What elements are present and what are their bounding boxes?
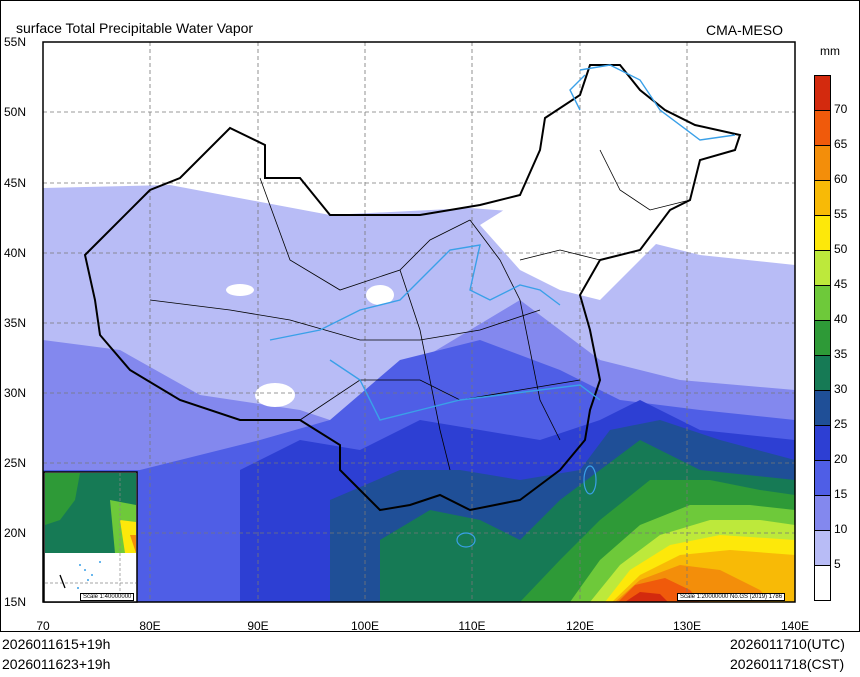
- lat-label: 40N: [4, 246, 27, 260]
- map-scale-label: Scale 1:20000000 No.GS (2019) 1786: [677, 593, 786, 601]
- colorbar-tick-label: 5: [834, 557, 841, 571]
- colorbar-tick-label: 10: [834, 522, 848, 536]
- lat-label: 15N: [4, 595, 27, 609]
- init-time-utc: 2026011615+19h: [2, 636, 111, 652]
- colorbar-tick-label: 35: [834, 347, 848, 361]
- valid-time-cst: 2026011718(CST): [730, 656, 845, 672]
- colorbar-tick-label: 50: [834, 242, 848, 256]
- colorbar-segment: [814, 145, 831, 181]
- colorbar-segment: [814, 460, 831, 496]
- colorbar-segment: [814, 250, 831, 286]
- lon-label: 140E: [780, 619, 810, 633]
- colorbar-tick-label: 70: [834, 102, 848, 116]
- init-time-cst: 2026011623+19h: [2, 656, 111, 672]
- colorbar-segment: [814, 75, 831, 111]
- colorbar-segment: [814, 390, 831, 426]
- lon-label: 100E: [350, 619, 380, 633]
- colorbar-segment: [814, 425, 831, 461]
- colorbar-segment: [814, 215, 831, 251]
- colorbar-tick-label: 25: [834, 417, 848, 431]
- colorbar-segment: [814, 110, 831, 146]
- lon-label: 130E: [672, 619, 702, 633]
- colorbar-segment: [814, 530, 831, 566]
- colorbar-segment: [814, 285, 831, 321]
- colorbar-segment: [814, 320, 831, 356]
- colorbar-tick-label: 40: [834, 312, 848, 326]
- valid-time-utc: 2026011710(UTC): [730, 636, 845, 652]
- lat-label: 50N: [4, 105, 27, 119]
- colorbar-tick-label: 60: [834, 172, 848, 186]
- colorbar-tick-label: 65: [834, 137, 848, 151]
- organization-label: CMA-MESO: [706, 22, 783, 38]
- lon-label: 80E: [139, 619, 161, 633]
- lon-label: 120E: [565, 619, 595, 633]
- colorbar-segment: [814, 180, 831, 216]
- inset-scale-label: Scale 1:40000000: [80, 593, 135, 601]
- lat-label: 25N: [4, 456, 27, 470]
- lat-label: 35N: [4, 316, 27, 330]
- lat-label: 20N: [4, 526, 27, 540]
- colorbar-tick-label: 20: [834, 452, 848, 466]
- colorbar-tick-label: 45: [834, 277, 848, 291]
- colorbar-tick-label: 30: [834, 382, 848, 396]
- south-china-sea-inset: [43, 471, 138, 603]
- lon-label: 90E: [247, 619, 269, 633]
- legend-unit: mm: [820, 44, 840, 58]
- map-title: surface Total Precipitable Water Vapor: [16, 20, 254, 36]
- colorbar-segment: [814, 565, 831, 601]
- precipitable-water-field: [43, 42, 795, 602]
- lat-label: 55N: [4, 35, 27, 49]
- lat-label: 45N: [4, 176, 27, 190]
- colorbar-segment: [814, 355, 831, 391]
- colorbar-tick-label: 15: [834, 487, 848, 501]
- colorbar-segment: [814, 495, 831, 531]
- lon-label: 110E: [458, 619, 486, 633]
- lat-label: 30N: [4, 386, 27, 400]
- lon-label: 70: [36, 619, 50, 633]
- colorbar-tick-label: 55: [834, 207, 848, 221]
